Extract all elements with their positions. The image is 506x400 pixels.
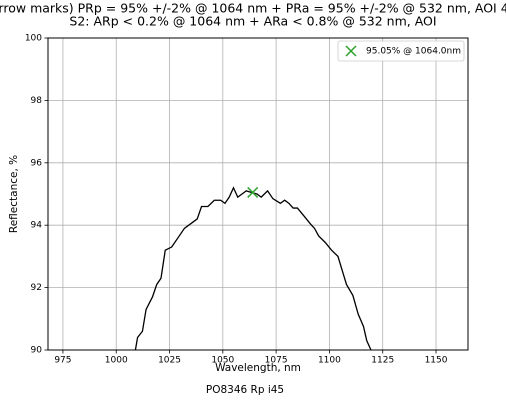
- x-axis-label: Wavelength, nm: [215, 362, 301, 374]
- x-tick-label: 1000: [105, 356, 128, 366]
- y-tick-label: 90: [31, 346, 43, 356]
- y-tick-label: 92: [31, 283, 42, 293]
- x-tick-label: 975: [54, 356, 71, 366]
- y-tick-label: 98: [31, 96, 43, 106]
- chart-subtitle: S2: ARp < 0.2% @ 1064 nm + ARa < 0.8% @ …: [69, 14, 436, 29]
- x-tick-label: 1125: [371, 356, 394, 366]
- x-tick-label: 1025: [158, 356, 181, 366]
- legend-label: 95.05% @ 1064.0nm: [366, 47, 461, 57]
- x-tick-label: 1100: [318, 356, 341, 366]
- plot-frame: [47, 37, 469, 351]
- legend-box: [337, 40, 465, 62]
- y-tick-label: 94: [31, 221, 43, 231]
- x-tick-label: 1050: [211, 356, 234, 366]
- y-axis-label: Reflectance, %: [8, 155, 20, 233]
- x-tick-label: 1150: [425, 356, 448, 366]
- footer: PO8346 Rp i45: [206, 384, 284, 396]
- y-tick-label: 100: [25, 34, 42, 44]
- highlight-marker: [247, 186, 259, 198]
- legend-marker: [345, 45, 357, 57]
- chart-title: S1: (arrow marks) PRp = 95% +/-2% @ 1064…: [0, 1, 506, 16]
- data-line: [134, 186, 372, 351]
- y-tick-label: 96: [31, 158, 43, 168]
- x-tick-label: 1075: [265, 356, 288, 366]
